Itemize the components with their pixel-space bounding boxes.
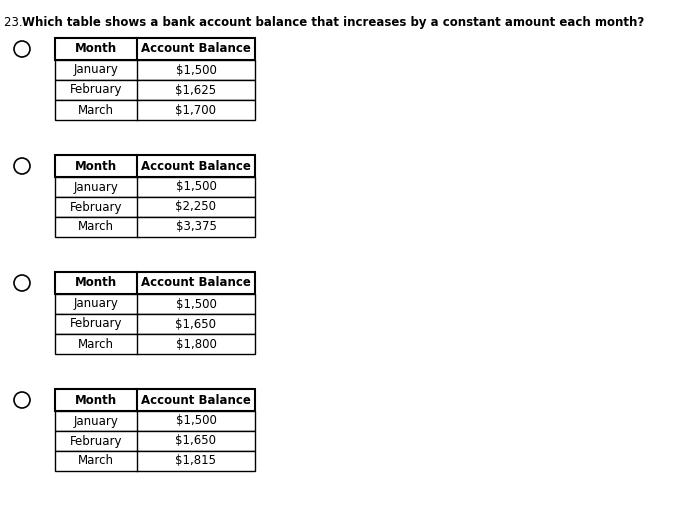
Text: $1,500: $1,500 bbox=[176, 180, 216, 193]
Bar bbox=[55, 294, 255, 314]
Text: Account Balance: Account Balance bbox=[141, 42, 251, 56]
Text: $3,375: $3,375 bbox=[176, 221, 216, 233]
Text: $1,500: $1,500 bbox=[176, 64, 216, 76]
Text: $1,650: $1,650 bbox=[176, 318, 216, 330]
Text: Account Balance: Account Balance bbox=[141, 277, 251, 289]
Bar bbox=[55, 197, 255, 217]
Bar bbox=[55, 451, 255, 471]
Bar bbox=[55, 38, 255, 60]
Text: $1,650: $1,650 bbox=[176, 434, 216, 447]
Text: Month: Month bbox=[75, 277, 117, 289]
Text: March: March bbox=[78, 454, 114, 468]
Text: Month: Month bbox=[75, 393, 117, 407]
Text: March: March bbox=[78, 337, 114, 350]
Text: February: February bbox=[70, 83, 122, 96]
Bar bbox=[55, 217, 255, 237]
Bar bbox=[55, 80, 255, 100]
Text: Account Balance: Account Balance bbox=[141, 393, 251, 407]
Bar bbox=[55, 272, 255, 294]
Text: $2,250: $2,250 bbox=[176, 200, 216, 214]
Bar bbox=[55, 60, 255, 80]
Text: 23.: 23. bbox=[4, 16, 26, 29]
Text: $1,500: $1,500 bbox=[176, 297, 216, 311]
Text: $1,625: $1,625 bbox=[176, 83, 216, 96]
Text: March: March bbox=[78, 221, 114, 233]
Text: February: February bbox=[70, 318, 122, 330]
Text: March: March bbox=[78, 104, 114, 117]
Text: Month: Month bbox=[75, 42, 117, 56]
Bar bbox=[55, 155, 255, 177]
Bar bbox=[55, 389, 255, 411]
Text: January: January bbox=[73, 180, 118, 193]
Text: Which table shows a bank account balance that increases by a constant amount eac: Which table shows a bank account balance… bbox=[22, 16, 644, 29]
Text: January: January bbox=[73, 64, 118, 76]
Bar bbox=[55, 314, 255, 334]
Text: $1,800: $1,800 bbox=[176, 337, 216, 350]
Text: $1,700: $1,700 bbox=[176, 104, 216, 117]
Text: $1,500: $1,500 bbox=[176, 415, 216, 428]
Text: Month: Month bbox=[75, 160, 117, 173]
Text: February: February bbox=[70, 200, 122, 214]
Text: $1,815: $1,815 bbox=[176, 454, 216, 468]
Text: January: January bbox=[73, 415, 118, 428]
Text: Account Balance: Account Balance bbox=[141, 160, 251, 173]
Bar bbox=[55, 177, 255, 197]
Bar bbox=[55, 334, 255, 354]
Bar bbox=[55, 411, 255, 431]
Bar bbox=[55, 431, 255, 451]
Text: January: January bbox=[73, 297, 118, 311]
Text: February: February bbox=[70, 434, 122, 447]
Bar bbox=[55, 100, 255, 120]
